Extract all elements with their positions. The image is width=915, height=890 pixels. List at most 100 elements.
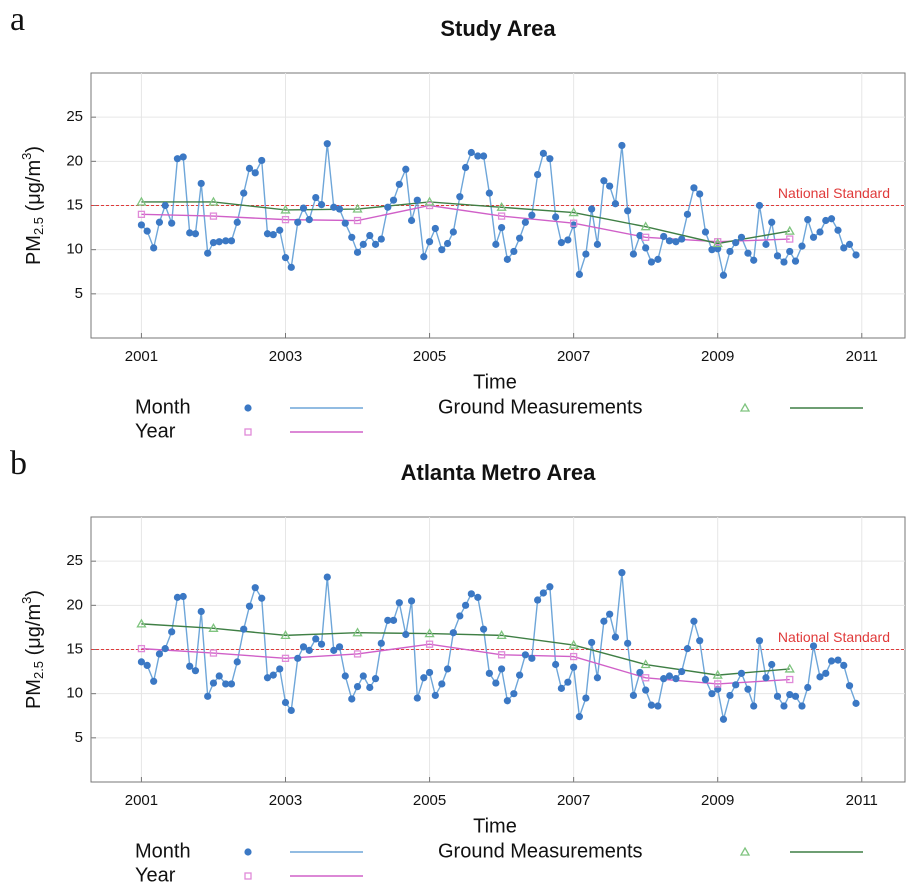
x-tick-label: 2011 bbox=[846, 792, 878, 809]
data-point bbox=[377, 235, 385, 243]
data-point bbox=[474, 593, 482, 601]
data-point bbox=[624, 639, 632, 647]
data-point bbox=[773, 252, 782, 260]
data-point bbox=[341, 672, 349, 680]
data-point bbox=[155, 650, 164, 658]
data-point bbox=[750, 256, 758, 264]
x-tick-label: 2001 bbox=[125, 792, 158, 809]
data-point bbox=[539, 149, 547, 157]
data-point bbox=[732, 239, 740, 247]
data-point bbox=[485, 189, 493, 197]
data-point bbox=[474, 152, 482, 160]
data-point bbox=[750, 702, 758, 710]
data-point bbox=[420, 253, 428, 261]
data-point bbox=[552, 660, 560, 669]
data-point bbox=[352, 627, 363, 637]
data-point bbox=[276, 665, 284, 673]
data-point bbox=[143, 661, 151, 670]
data-point bbox=[299, 204, 308, 212]
data-point bbox=[384, 616, 392, 624]
data-point bbox=[582, 250, 590, 258]
data-point bbox=[209, 649, 218, 657]
data-point bbox=[492, 240, 500, 248]
data-point bbox=[161, 201, 169, 210]
data-point bbox=[492, 679, 500, 687]
data-point bbox=[498, 223, 506, 232]
data-point bbox=[137, 221, 146, 229]
data-point bbox=[570, 663, 578, 671]
data-point bbox=[827, 657, 836, 665]
data-point bbox=[611, 633, 620, 641]
x-tick-label: 2003 bbox=[269, 348, 302, 365]
data-point bbox=[678, 667, 686, 676]
data-point bbox=[467, 148, 475, 157]
data-point bbox=[215, 672, 223, 680]
data-point bbox=[834, 656, 842, 664]
y-tick-label: 10 bbox=[66, 241, 83, 258]
data-point bbox=[791, 257, 800, 265]
x-tick-label: 2003 bbox=[269, 792, 302, 809]
data-point bbox=[359, 240, 367, 248]
data-point bbox=[150, 677, 158, 685]
legend-marker bbox=[244, 428, 252, 436]
data-point bbox=[258, 594, 266, 602]
chart-title: Atlanta Metro Area bbox=[401, 460, 597, 485]
data-point bbox=[485, 669, 493, 677]
data-point bbox=[732, 681, 740, 689]
y-axis-label-part: PM bbox=[23, 235, 45, 265]
data-point bbox=[690, 184, 698, 192]
data-point bbox=[317, 640, 326, 648]
data-point bbox=[186, 662, 194, 670]
data-point bbox=[726, 247, 734, 256]
data-point bbox=[449, 228, 457, 236]
y-axis-label-part: (μg/m bbox=[23, 160, 45, 217]
data-point bbox=[786, 247, 794, 256]
data-point bbox=[233, 658, 241, 666]
data-point bbox=[593, 240, 602, 248]
data-point bbox=[510, 247, 518, 256]
data-point bbox=[593, 674, 602, 682]
data-point bbox=[222, 680, 230, 688]
y-axis-label-part: PM bbox=[23, 679, 45, 709]
data-point bbox=[305, 216, 313, 224]
data-point bbox=[672, 238, 680, 246]
data-point bbox=[539, 589, 547, 597]
data-point bbox=[168, 219, 176, 227]
data-point bbox=[353, 650, 362, 658]
y-axis-label: PM2.5 (μg/m3) bbox=[19, 590, 46, 709]
data-point bbox=[575, 713, 584, 721]
data-point bbox=[786, 675, 794, 684]
data-point bbox=[780, 258, 788, 266]
data-point bbox=[191, 230, 200, 238]
data-point bbox=[384, 203, 392, 211]
data-point bbox=[546, 155, 554, 163]
data-point bbox=[660, 675, 668, 683]
data-point bbox=[816, 673, 824, 681]
data-point bbox=[467, 590, 475, 598]
data-point bbox=[431, 224, 439, 233]
legend-marker bbox=[739, 402, 751, 412]
data-point bbox=[642, 674, 650, 682]
data-point bbox=[280, 630, 291, 640]
data-point bbox=[251, 169, 259, 177]
data-point bbox=[755, 637, 764, 645]
data-point bbox=[683, 645, 692, 653]
data-point bbox=[683, 210, 692, 218]
y-tick-label: 5 bbox=[75, 729, 83, 746]
data-point bbox=[294, 218, 302, 226]
data-point bbox=[136, 196, 147, 206]
data-point bbox=[287, 263, 295, 271]
y-axis-label-part: ) bbox=[23, 146, 45, 153]
y-axis-label: PM2.5 (μg/m3) bbox=[19, 146, 46, 265]
data-point bbox=[521, 218, 529, 226]
data-point bbox=[456, 612, 464, 620]
data-point bbox=[654, 702, 662, 710]
data-point bbox=[438, 680, 446, 688]
data-point bbox=[629, 250, 638, 258]
data-point bbox=[618, 141, 626, 150]
data-point bbox=[330, 203, 338, 211]
data-point bbox=[413, 694, 421, 702]
y-tick-label: 25 bbox=[66, 552, 83, 569]
data-point bbox=[479, 152, 488, 160]
series-line bbox=[141, 572, 857, 720]
